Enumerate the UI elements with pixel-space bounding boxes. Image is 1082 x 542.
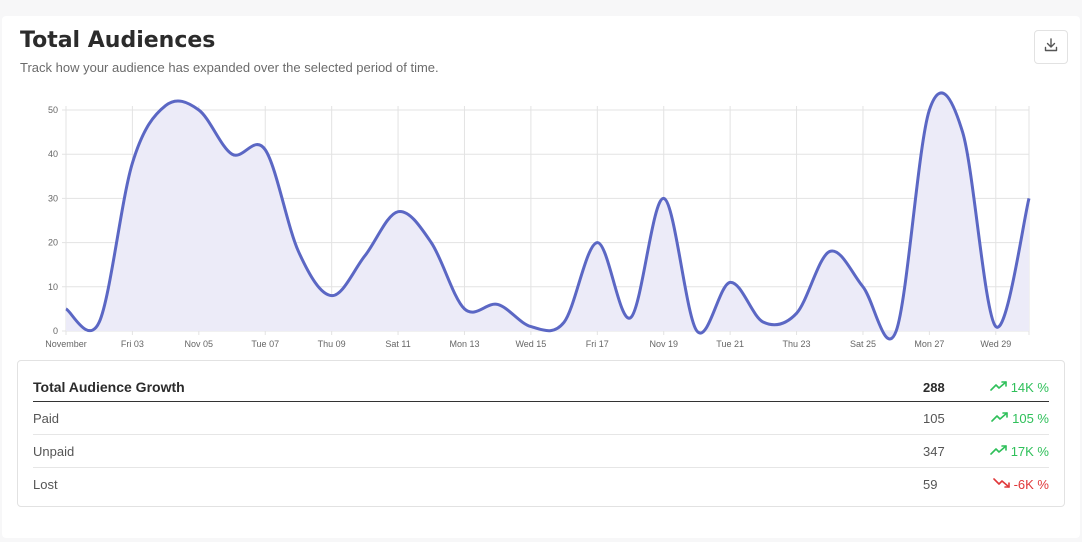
row-change-text: -6K % bbox=[1013, 476, 1049, 492]
data-point bbox=[396, 210, 400, 214]
series-line bbox=[65, 91, 1031, 341]
trending-up-icon bbox=[989, 380, 1008, 395]
data-point bbox=[728, 280, 732, 284]
x-tick-label: Mon 13 bbox=[449, 339, 479, 349]
x-tick-label: Nov 05 bbox=[185, 339, 214, 349]
data-point bbox=[927, 108, 931, 112]
data-point bbox=[861, 285, 865, 289]
series-area bbox=[66, 92, 1029, 340]
data-point bbox=[130, 161, 134, 165]
row-change-text: 14K % bbox=[1010, 379, 1049, 395]
data-point bbox=[529, 325, 533, 329]
data-point bbox=[695, 329, 699, 333]
data-point bbox=[894, 329, 898, 333]
y-tick-label: 0 bbox=[53, 326, 58, 336]
row-change: -6K % bbox=[992, 476, 1049, 492]
page-title: Total Audiences bbox=[20, 28, 216, 53]
divider bbox=[33, 467, 1049, 468]
row-change-text: 105 % bbox=[1012, 410, 1049, 426]
data-point bbox=[994, 325, 998, 329]
x-tick-label: Mon 27 bbox=[914, 339, 944, 349]
row-change: 14K % bbox=[989, 379, 1049, 395]
y-tick-label: 50 bbox=[48, 105, 58, 115]
row-label: Unpaid bbox=[33, 443, 75, 459]
data-point bbox=[795, 311, 799, 315]
data-point bbox=[164, 104, 168, 108]
x-tick-label: Thu 09 bbox=[318, 339, 346, 349]
row-value: 105 bbox=[923, 410, 945, 426]
data-point bbox=[64, 307, 68, 311]
x-tick-label: Fri 17 bbox=[586, 339, 609, 349]
table-row: Lost 59 -6K % bbox=[33, 468, 1049, 500]
trending-down-icon bbox=[992, 477, 1011, 492]
y-tick-label: 20 bbox=[48, 238, 58, 248]
row-value: 347 bbox=[923, 443, 945, 459]
table-row-total: Total Audience Growth 288 14K % bbox=[33, 371, 1049, 403]
x-tick-label: Wed 15 bbox=[515, 339, 546, 349]
page-subtitle: Track how your audience has expanded ove… bbox=[20, 60, 439, 75]
x-tick-label: Nov 19 bbox=[649, 339, 678, 349]
x-tick-label: Thu 23 bbox=[783, 339, 811, 349]
data-point bbox=[330, 294, 334, 298]
data-point bbox=[429, 241, 433, 245]
data-point bbox=[462, 307, 466, 311]
x-tick-label: Wed 29 bbox=[980, 339, 1011, 349]
divider bbox=[33, 401, 1049, 402]
data-point bbox=[296, 249, 300, 253]
data-point bbox=[828, 249, 832, 253]
data-point bbox=[629, 316, 633, 320]
x-tick-label: Fri 03 bbox=[121, 339, 144, 349]
row-value: 288 bbox=[923, 379, 945, 395]
data-point bbox=[1027, 196, 1031, 200]
data-point bbox=[662, 196, 666, 200]
x-tick-label: Sat 25 bbox=[850, 339, 876, 349]
download-button[interactable] bbox=[1034, 30, 1068, 64]
trending-up-icon bbox=[989, 444, 1008, 459]
data-point bbox=[496, 302, 500, 306]
divider bbox=[33, 434, 1049, 435]
x-tick-label: November bbox=[45, 339, 87, 349]
audience-area-chart: 0 10 20 30 40 50 November Fri 03 Nov 05 Tue 07 Thu… bbox=[45, 91, 1031, 349]
data-point bbox=[197, 108, 201, 112]
row-label: Lost bbox=[33, 476, 58, 492]
row-value: 59 bbox=[923, 476, 938, 492]
row-change: 105 % bbox=[991, 411, 1049, 426]
data-point bbox=[761, 320, 765, 324]
download-icon bbox=[1043, 37, 1059, 58]
x-tick-label: Tue 07 bbox=[251, 339, 279, 349]
growth-table: Total Audience Growth 288 14K % Paid 105… bbox=[17, 360, 1065, 507]
data-point bbox=[363, 254, 367, 258]
x-tick-label: Sat 11 bbox=[385, 339, 410, 349]
row-label: Total Audience Growth bbox=[33, 379, 185, 395]
data-point bbox=[230, 152, 234, 156]
table-row: Paid 105 105 % bbox=[33, 402, 1049, 434]
data-point bbox=[562, 320, 566, 324]
y-tick-label: 40 bbox=[48, 149, 58, 159]
data-point bbox=[263, 148, 267, 152]
row-change: 17K % bbox=[989, 443, 1049, 459]
x-tick-label: Tue 21 bbox=[716, 339, 744, 349]
table-row: Unpaid 347 17K % bbox=[33, 435, 1049, 467]
y-tick-label: 10 bbox=[48, 282, 58, 292]
y-tick-label: 30 bbox=[48, 193, 58, 203]
row-label: Paid bbox=[33, 410, 60, 426]
data-point bbox=[595, 241, 599, 245]
data-point bbox=[961, 130, 965, 134]
trending-up-icon bbox=[991, 411, 1009, 426]
data-point bbox=[97, 320, 101, 324]
row-change-text: 17K % bbox=[1010, 443, 1049, 459]
